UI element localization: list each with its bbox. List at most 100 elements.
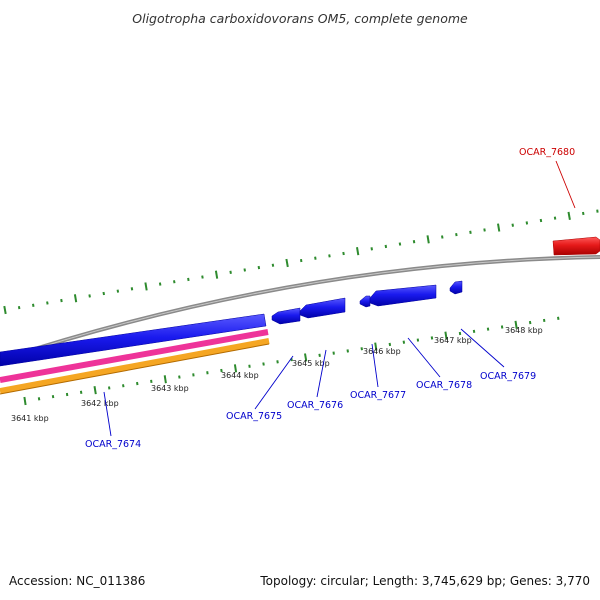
minor-tick <box>539 218 543 223</box>
major-tick <box>374 342 378 351</box>
minor-tick <box>398 242 402 246</box>
outer-scale-ticks <box>3 209 599 315</box>
leader-line-OCAR_7679 <box>460 328 505 368</box>
gene-label[interactable]: OCAR_7678 <box>416 380 472 391</box>
minor-tick <box>483 228 486 232</box>
minor-tick <box>130 287 134 291</box>
minor-tick <box>32 303 35 307</box>
minor-tick <box>455 233 458 237</box>
leader-line-OCAR_7677 <box>371 343 379 388</box>
minor-tick <box>360 347 363 351</box>
minor-tick <box>528 320 532 325</box>
gene-OCAR_7680[interactable] <box>552 236 600 256</box>
major-tick <box>567 211 571 220</box>
major-tick <box>444 331 448 340</box>
major-tick <box>214 270 219 279</box>
minor-tick <box>79 390 83 394</box>
genome-summary-text: Topology: circular; Length: 3,745,629 bp… <box>259 574 590 588</box>
minor-tick <box>525 221 529 225</box>
major-tick <box>285 258 289 268</box>
map-title: Oligotropha carboxidovorans OM5, complet… <box>132 11 468 26</box>
major-tick <box>233 364 238 373</box>
minor-tick <box>136 381 139 386</box>
leader-line-OCAR_7675 <box>254 355 294 410</box>
genome-backbone-highlight <box>0 256 600 361</box>
gene-label[interactable]: OCAR_7677 <box>350 390 406 401</box>
minor-tick <box>178 375 181 379</box>
major-tick <box>93 386 97 395</box>
minor-tick <box>342 251 345 256</box>
kbp-label: 3646 kbp <box>363 347 401 356</box>
major-tick <box>497 223 501 232</box>
leader-line-OCAR_7674 <box>103 391 112 437</box>
minor-tick <box>412 240 416 244</box>
kbp-label: 3644 kbp <box>221 371 259 380</box>
gene-OCAR_7675[interactable] <box>271 307 301 325</box>
minor-tick <box>187 277 190 282</box>
gene-OCAR_7677[interactable] <box>359 295 371 308</box>
feature-track-orange <box>0 338 270 394</box>
feature-track-pink <box>0 329 269 383</box>
gene-label[interactable]: OCAR_7679 <box>480 371 536 382</box>
minor-tick <box>553 216 557 220</box>
leader-line-OCAR_7680 <box>555 160 576 209</box>
leader-line-OCAR_7676 <box>316 349 327 398</box>
kbp-label: 3645 kbp <box>292 359 330 368</box>
minor-tick <box>173 280 176 284</box>
minor-tick <box>88 294 91 298</box>
major-tick <box>356 247 360 256</box>
major-tick <box>304 353 308 362</box>
kbp-label: 3647 kbp <box>434 336 472 345</box>
major-tick <box>514 320 518 329</box>
major-tick <box>144 282 148 291</box>
leader-line-OCAR_7678 <box>407 337 441 378</box>
minor-tick <box>229 270 232 274</box>
minor-tick <box>262 362 265 366</box>
minor-tick <box>384 244 388 249</box>
minor-tick <box>318 353 321 357</box>
kbp-label: 3643 kbp <box>151 384 189 393</box>
minor-tick <box>276 360 279 364</box>
minor-tick <box>430 336 434 340</box>
gene-label[interactable]: OCAR_7674 <box>85 439 141 450</box>
minor-tick <box>328 254 331 258</box>
gene-OCAR_7676[interactable] <box>299 297 346 319</box>
minor-tick <box>257 265 261 270</box>
minor-tick <box>370 247 373 251</box>
minor-tick <box>486 327 490 331</box>
gene-label[interactable]: OCAR_7676 <box>287 400 343 411</box>
minor-tick <box>158 282 162 286</box>
minor-tick <box>220 368 223 373</box>
kbp-label: 3648 kbp <box>505 326 543 335</box>
gene-OCAR_7679[interactable] <box>449 280 463 295</box>
gene-OCAR_7678[interactable] <box>369 284 437 307</box>
gene-OCAR_7674[interactable] <box>0 313 267 367</box>
minor-tick <box>116 289 120 293</box>
minor-tick <box>511 223 514 227</box>
gene-label[interactable]: OCAR_7680 <box>519 147 575 158</box>
minor-tick <box>60 298 63 303</box>
minor-tick <box>402 340 406 344</box>
minor-tick <box>346 349 349 353</box>
accession-text: Accession: NC_011386 <box>9 574 145 588</box>
minor-tick <box>201 275 204 279</box>
minor-tick <box>51 395 55 399</box>
inner-scale-ticks <box>23 316 560 406</box>
minor-tick <box>37 397 41 401</box>
minor-tick <box>17 306 21 310</box>
minor-tick <box>46 301 49 305</box>
kbp-label: 3642 kbp <box>81 399 119 408</box>
major-tick <box>163 375 167 384</box>
major-tick <box>73 294 78 303</box>
minor-tick <box>102 291 105 296</box>
minor-tick <box>388 342 392 347</box>
minor-tick <box>243 268 246 272</box>
gene-label[interactable]: OCAR_7675 <box>226 411 282 422</box>
major-tick <box>426 235 430 244</box>
minor-tick <box>441 235 444 239</box>
minor-tick <box>472 329 476 333</box>
major-tick <box>3 305 7 315</box>
major-tick <box>23 396 27 406</box>
